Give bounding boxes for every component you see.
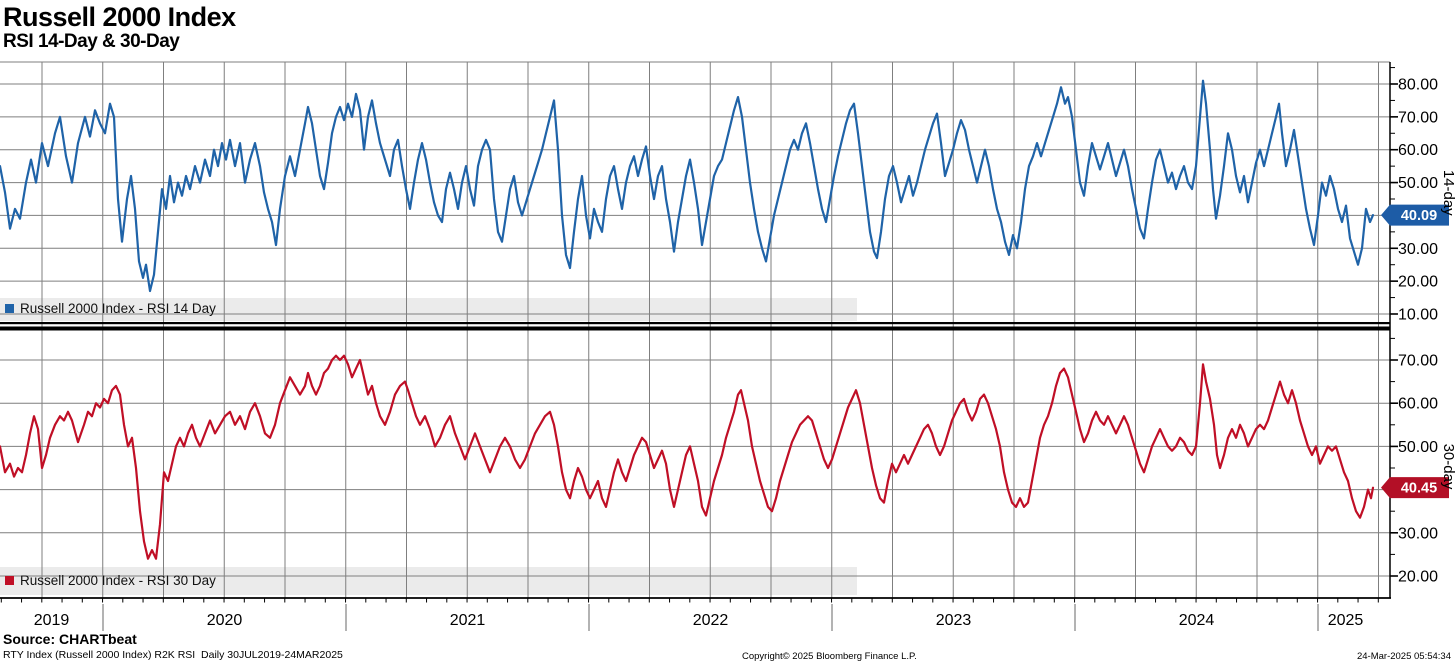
ticker-description: RTY Index (Russell 2000 Index) R2K RSI D… — [3, 649, 343, 661]
panel-axis-label: 30-day — [1440, 444, 1456, 490]
year-label: 2022 — [693, 612, 729, 629]
panel-axis-label: 14-day — [1440, 170, 1456, 216]
last-value-tag-rsi14 — [1381, 204, 1449, 226]
y-tick-label: 30.00 — [1398, 525, 1438, 542]
legend-strip — [0, 298, 857, 321]
legend-rsi30: Russell 2000 Index - RSI 30 Day — [5, 573, 216, 588]
legend-marker-rsi14-icon — [5, 304, 14, 313]
year-label: 2021 — [450, 612, 486, 629]
legend-strip — [0, 567, 857, 595]
y-tick-label: 80.00 — [1398, 77, 1438, 94]
year-label: 2020 — [207, 612, 243, 629]
rsi14-line — [0, 79, 1375, 293]
copyright-notice: Copyright© 2025 Bloomberg Finance L.P. — [742, 651, 917, 662]
y-tick-label: 60.00 — [1398, 142, 1438, 159]
year-label: 2023 — [936, 612, 972, 629]
year-label: 2025 — [1328, 612, 1364, 629]
legend-label-rsi30: Russell 2000 Index - RSI 30 Day — [20, 573, 216, 588]
panel-separator — [0, 322, 1390, 325]
y-tick-label: 60.00 — [1398, 396, 1438, 413]
legend-marker-rsi30-icon — [5, 576, 14, 585]
panel-separator — [0, 326, 1390, 331]
y-tick-label: 20.00 — [1398, 274, 1438, 291]
page-title: Russell 2000 Index — [3, 2, 236, 32]
year-label: 2019 — [34, 612, 70, 629]
y-tick-label: 10.00 — [1398, 306, 1438, 323]
source-label: Source: CHARTbeat — [3, 631, 137, 647]
timestamp: 24-Mar-2025 05:54:34 — [1356, 651, 1451, 662]
chart-subtitle: RSI 14-Day & 30-Day — [3, 31, 180, 52]
last-value-text: 40.45 — [1401, 481, 1437, 497]
y-tick-label: 50.00 — [1398, 175, 1438, 192]
rsi30-line — [0, 354, 1375, 560]
legend-label-rsi14: Russell 2000 Index - RSI 14 Day — [20, 301, 216, 316]
y-tick-label: 30.00 — [1398, 241, 1438, 258]
year-label: 2024 — [1179, 612, 1215, 629]
y-tick-label: 70.00 — [1398, 109, 1438, 126]
y-tick-label: 20.00 — [1398, 569, 1438, 586]
last-value-tag-rsi30 — [1381, 477, 1449, 499]
legend-rsi14: Russell 2000 Index - RSI 14 Day — [5, 301, 216, 316]
y-tick-label: 50.00 — [1398, 439, 1438, 456]
y-tick-label: 70.00 — [1398, 353, 1438, 370]
last-value-text: 40.09 — [1401, 208, 1437, 224]
